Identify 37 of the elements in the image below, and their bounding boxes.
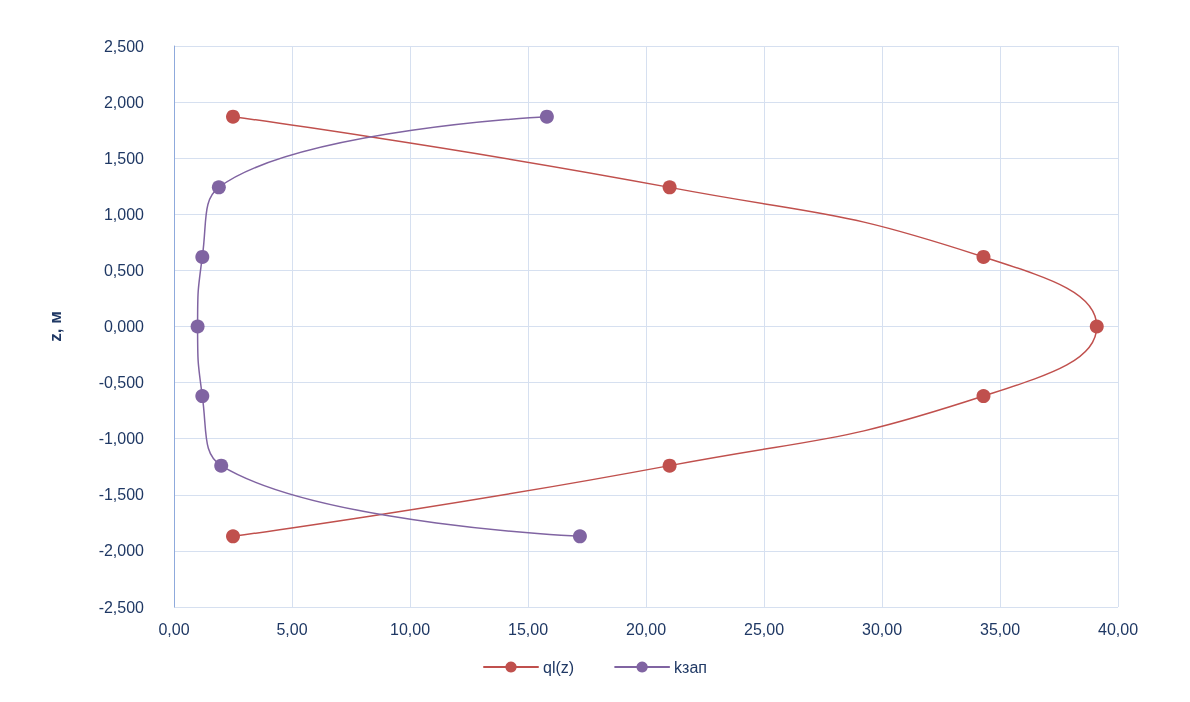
point [662,458,677,473]
y-tick-label: -1,000 [98,430,145,448]
y-tick-label: 2,000 [103,93,145,111]
x-tick-label: 20,00 [625,620,667,638]
point [226,529,240,544]
point [214,458,229,473]
point [226,109,240,124]
x-tick-label: 15,00 [507,620,549,638]
x-tick-label: 35,00 [979,620,1021,638]
point [976,389,991,404]
y-tick-label: 1,000 [103,205,145,223]
legend-label: kзап [674,658,708,676]
point [195,389,210,404]
x-tick-label: 5,00 [276,620,308,638]
y-tick-label: -1,500 [98,486,145,504]
y-tick-label: 2,500 [103,37,145,55]
x-tick-label: 0,00 [158,620,190,638]
point [572,529,587,544]
point [662,180,677,195]
point [976,249,991,264]
y-tick-label: 0,500 [103,261,145,279]
point [190,319,205,334]
x-tick-label: 10,00 [389,620,431,638]
y-tick-label: 0,000 [103,318,145,335]
y-tick-label: -0,500 [98,374,145,392]
y-axis-title: z, м [46,311,65,342]
y-tick-label: -2,500 [98,598,145,616]
x-tick-label: 40,00 [1097,620,1139,638]
point [211,180,226,195]
legend-label: ql(z) [543,658,575,676]
x-tick-label: 25,00 [743,620,785,638]
point [195,249,210,264]
y-tick-label: 1,500 [103,149,145,167]
y-tick-label: -2,000 [98,542,145,560]
x-tick-label: 30,00 [861,620,903,638]
point [1089,319,1104,334]
point [539,109,554,124]
